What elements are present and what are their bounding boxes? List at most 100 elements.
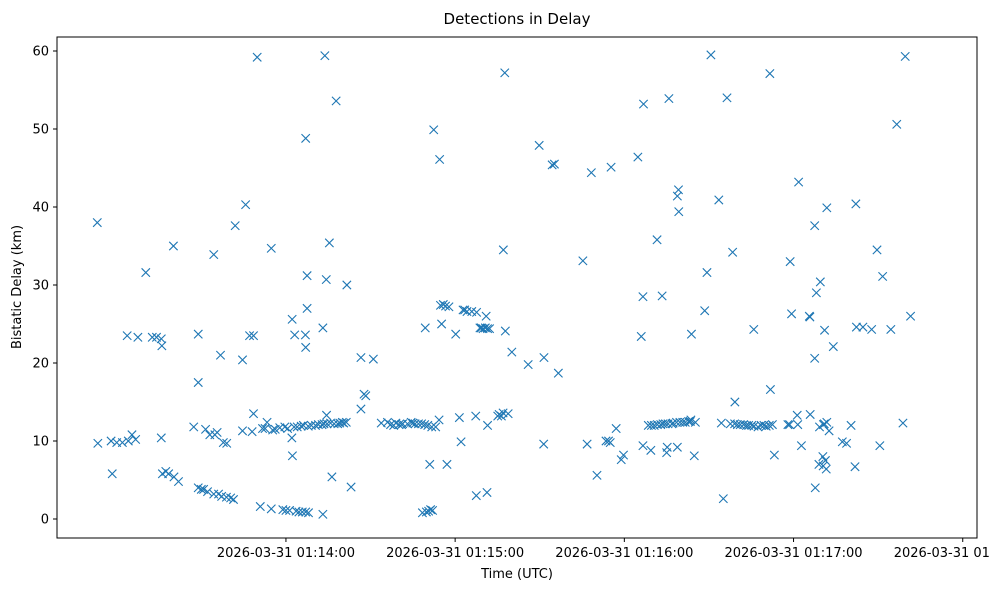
data-point bbox=[294, 507, 304, 517]
data-point bbox=[122, 331, 132, 341]
data-point bbox=[320, 51, 330, 61]
data-point bbox=[616, 455, 626, 465]
data-point bbox=[471, 307, 482, 317]
data-point bbox=[500, 68, 510, 78]
data-point bbox=[765, 384, 776, 395]
data-point bbox=[237, 426, 248, 436]
data-point bbox=[361, 391, 371, 401]
data-point bbox=[226, 493, 236, 503]
data-point bbox=[722, 93, 732, 103]
data-point bbox=[318, 509, 328, 519]
data-point bbox=[456, 437, 466, 447]
data-point bbox=[420, 323, 430, 333]
data-point bbox=[228, 494, 239, 505]
data-point bbox=[728, 247, 738, 257]
data-point bbox=[851, 199, 861, 209]
data-points bbox=[92, 50, 916, 519]
data-point bbox=[818, 452, 828, 462]
x-axis-label: Time (UTC) bbox=[480, 567, 553, 582]
data-point bbox=[416, 419, 427, 429]
data-point bbox=[500, 326, 510, 336]
data-point bbox=[123, 436, 133, 446]
data-point bbox=[303, 421, 313, 431]
data-point bbox=[794, 177, 804, 187]
data-point bbox=[147, 332, 157, 342]
data-point bbox=[481, 311, 491, 321]
data-point bbox=[260, 423, 270, 434]
data-point bbox=[646, 445, 656, 455]
data-point bbox=[793, 420, 803, 430]
data-point bbox=[783, 420, 793, 430]
y-tick-label: 20 bbox=[32, 357, 49, 372]
data-point bbox=[268, 425, 278, 435]
data-point bbox=[633, 152, 643, 162]
data-point bbox=[247, 427, 257, 437]
data-point bbox=[819, 325, 830, 335]
data-point bbox=[796, 441, 807, 451]
data-point bbox=[819, 419, 829, 429]
data-point bbox=[822, 417, 832, 427]
data-point bbox=[851, 322, 862, 332]
data-point bbox=[841, 438, 852, 448]
data-point bbox=[248, 331, 259, 341]
data-point bbox=[815, 277, 825, 287]
data-point bbox=[300, 330, 310, 340]
data-point bbox=[892, 119, 902, 129]
data-point bbox=[252, 52, 262, 62]
data-point bbox=[290, 330, 300, 340]
data-point bbox=[244, 331, 255, 341]
data-point bbox=[673, 185, 684, 195]
data-point bbox=[327, 472, 337, 482]
data-point bbox=[215, 350, 226, 360]
data-point bbox=[92, 218, 102, 228]
data-point bbox=[582, 439, 592, 449]
data-point bbox=[420, 420, 430, 430]
data-point bbox=[700, 306, 710, 316]
data-point bbox=[662, 442, 672, 452]
data-point bbox=[318, 323, 328, 333]
data-point bbox=[394, 420, 404, 430]
data-point bbox=[850, 462, 860, 472]
data-point bbox=[321, 274, 331, 285]
data-point bbox=[322, 419, 332, 429]
data-point bbox=[805, 409, 815, 420]
data-point bbox=[230, 221, 240, 231]
data-point bbox=[281, 505, 291, 516]
data-point bbox=[764, 420, 774, 430]
data-point bbox=[368, 354, 378, 364]
data-point bbox=[257, 423, 268, 434]
data-point bbox=[539, 352, 549, 363]
data-point bbox=[287, 451, 298, 461]
data-point bbox=[636, 331, 646, 342]
y-axis-label: Bistatic Delay (km) bbox=[10, 225, 25, 349]
data-point bbox=[765, 69, 775, 79]
data-point bbox=[875, 441, 885, 451]
plot-area bbox=[57, 37, 977, 538]
data-point bbox=[280, 422, 290, 432]
y-axis: 0 10 20 30 40 50 60 bbox=[32, 45, 57, 528]
data-point bbox=[714, 195, 724, 205]
data-point bbox=[431, 422, 441, 432]
data-point bbox=[417, 508, 428, 518]
data-point bbox=[652, 235, 662, 245]
data-point bbox=[193, 329, 203, 339]
data-point bbox=[769, 450, 779, 460]
data-point bbox=[189, 422, 199, 432]
data-point bbox=[846, 420, 856, 430]
data-point bbox=[878, 271, 888, 282]
data-point bbox=[296, 421, 306, 431]
data-point bbox=[437, 319, 447, 329]
data-point bbox=[173, 476, 184, 487]
data-point bbox=[209, 489, 219, 499]
data-point bbox=[547, 160, 557, 170]
data-point bbox=[301, 133, 311, 143]
data-point bbox=[664, 93, 674, 104]
data-point bbox=[421, 507, 431, 517]
data-point bbox=[586, 168, 596, 178]
data-point bbox=[482, 487, 492, 498]
data-point bbox=[164, 469, 174, 479]
data-point bbox=[93, 438, 103, 448]
data-point bbox=[427, 505, 438, 516]
data-point bbox=[131, 434, 141, 445]
data-point bbox=[686, 329, 697, 339]
